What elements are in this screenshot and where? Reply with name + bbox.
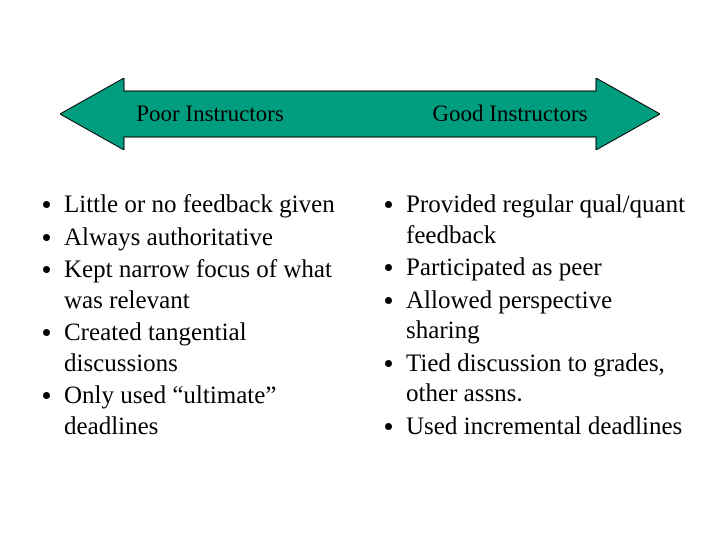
- list-item: Kept narrow focus of what was relevant: [64, 255, 348, 316]
- list-item: Created tangential discussions: [64, 318, 348, 379]
- arrow-right-label: Good Instructors: [360, 78, 660, 150]
- right-column: Provided regular qual/quant feedback Par…: [372, 190, 690, 444]
- list-item: Participated as peer: [406, 253, 690, 284]
- list-item: Tied discussion to grades, other assns.: [406, 349, 690, 410]
- list-item: Provided regular qual/quant feedback: [406, 190, 690, 251]
- left-bullet-list: Little or no feedback given Always autho…: [30, 190, 348, 442]
- arrow-left-label: Poor Instructors: [60, 78, 360, 150]
- list-item: Allowed perspective sharing: [406, 286, 690, 347]
- columns-wrap: Little or no feedback given Always autho…: [30, 190, 690, 444]
- list-item: Little or no feedback given: [64, 190, 348, 221]
- right-bullet-list: Provided regular qual/quant feedback Par…: [372, 190, 690, 442]
- list-item: Always authoritative: [64, 223, 348, 254]
- list-item: Used incremental deadlines: [406, 412, 690, 443]
- arrow-labels-row: Poor Instructors Good Instructors: [60, 78, 660, 150]
- left-column: Little or no feedback given Always autho…: [30, 190, 348, 444]
- list-item: Only used “ultimate” deadlines: [64, 381, 348, 442]
- double-arrow-header: Poor Instructors Good Instructors: [60, 78, 660, 150]
